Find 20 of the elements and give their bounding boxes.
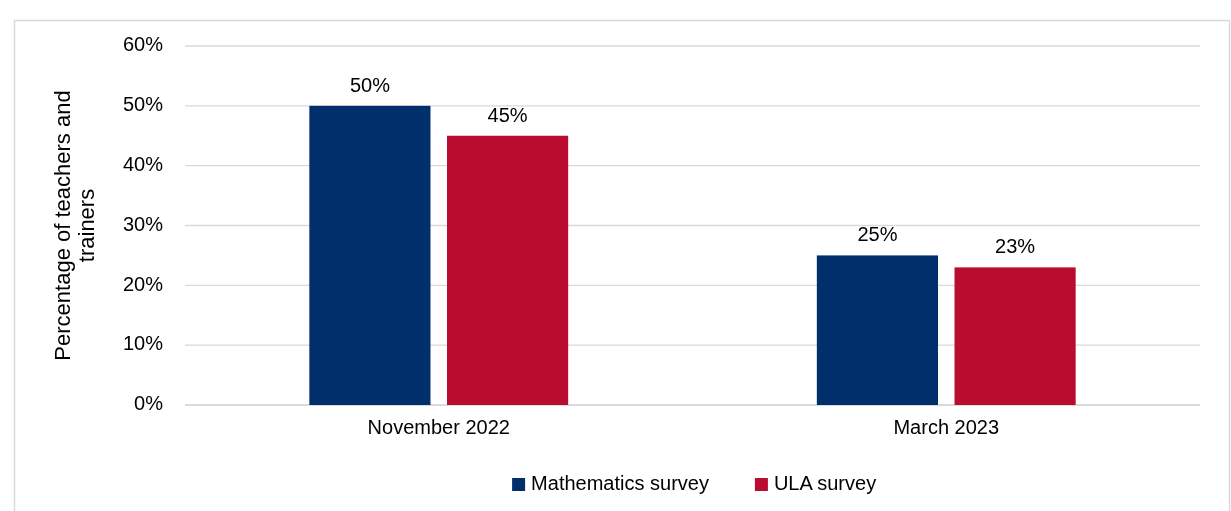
y-tick-label: 60% — [122, 33, 164, 56]
bar — [309, 105, 431, 405]
y-axis-title: Percentage of teachers and trainers — [50, 90, 99, 361]
x-tick-label: March 2023 — [893, 416, 1000, 438]
data-label: 50% — [349, 73, 391, 96]
legend-label: ULA survey — [773, 472, 877, 495]
data-label: 25% — [857, 223, 898, 246]
y-tick-label: 30% — [122, 212, 164, 235]
data-label: 45% — [487, 103, 528, 126]
y-tick-label: 10% — [122, 332, 164, 355]
x-tick-label: November 2022 — [367, 416, 510, 438]
y-tick-label: 40% — [122, 152, 164, 175]
bar — [954, 267, 1076, 405]
bar — [816, 255, 938, 405]
y-tick-label: 0% — [134, 392, 164, 415]
y-tick-label: 20% — [122, 272, 164, 295]
legend-label: Mathematics survey — [531, 472, 709, 495]
data-label: 23% — [995, 235, 1036, 258]
y-tick-label: 50% — [122, 93, 164, 116]
bar — [447, 135, 569, 405]
